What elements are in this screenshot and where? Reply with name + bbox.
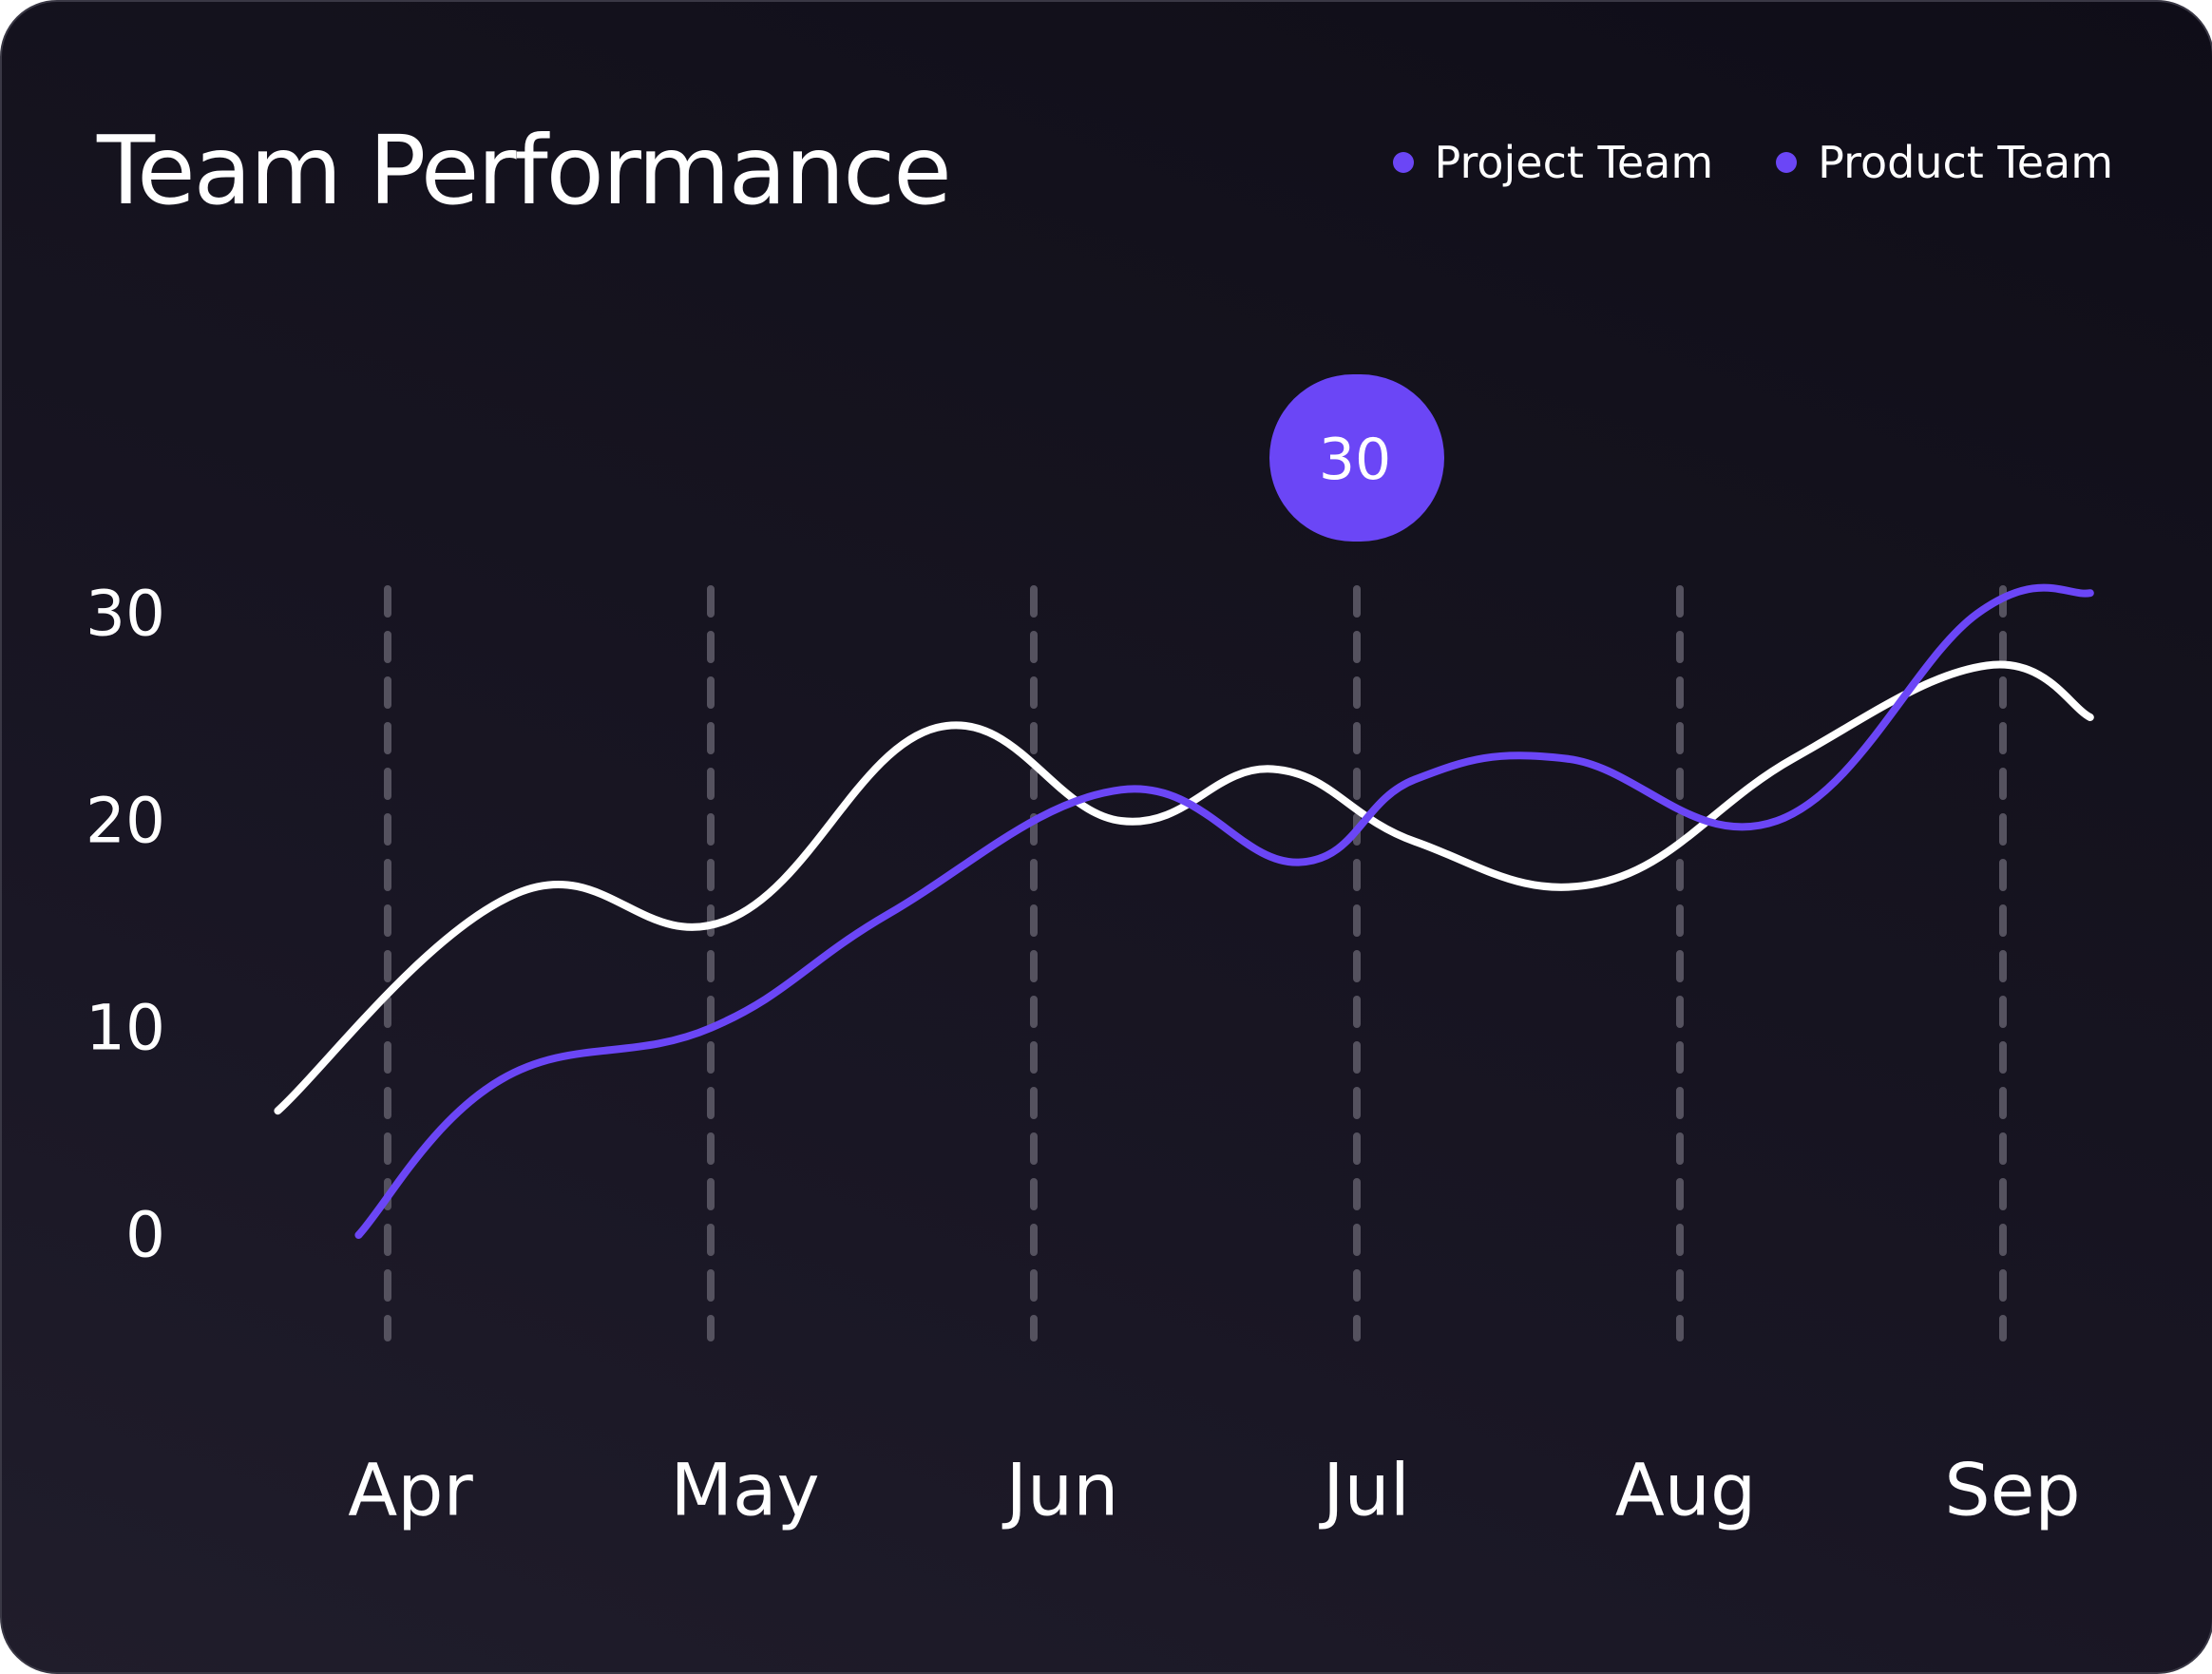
- y-axis-ticks: 0 10 20 30: [86, 578, 165, 1272]
- legend: Project Team Product Team: [1392, 137, 2113, 188]
- y-tick-label: 0: [125, 1199, 165, 1272]
- value-callout[interactable]: 30: [1269, 374, 1444, 542]
- legend-label: Project Team: [1434, 137, 1714, 188]
- x-tick-label: Sep: [1944, 1448, 2080, 1532]
- x-tick-label: Aug: [1615, 1448, 1756, 1532]
- series-line-product-team: [274, 660, 2094, 1115]
- y-tick-label: 10: [86, 992, 165, 1065]
- callout-bubble[interactable]: [1269, 374, 1444, 542]
- grid-lines: [384, 585, 2007, 1341]
- x-tick-label: May: [670, 1448, 819, 1532]
- x-tick-label: Apr: [348, 1448, 473, 1532]
- series-lines: [274, 583, 2094, 1239]
- legend-dot-icon: [1392, 152, 1414, 173]
- legend-label: Product Team: [1818, 137, 2113, 188]
- legend-item-project-team[interactable]: Project Team: [1392, 137, 1714, 188]
- y-tick-label: 20: [86, 785, 165, 858]
- callout-value: 30: [1319, 427, 1391, 493]
- x-tick-label: Jul: [1319, 1448, 1410, 1532]
- chart-title: Team Performance: [97, 115, 952, 226]
- y-tick-label: 30: [86, 578, 165, 651]
- x-tick-label: Jun: [1002, 1448, 1119, 1532]
- x-axis-ticks: Apr May Jun Jul Aug Sep: [348, 1448, 2080, 1532]
- legend-item-product-team[interactable]: Product Team: [1776, 141, 2113, 184]
- series-line-project-team: [354, 583, 2094, 1239]
- legend-dot-icon: [1776, 152, 1798, 173]
